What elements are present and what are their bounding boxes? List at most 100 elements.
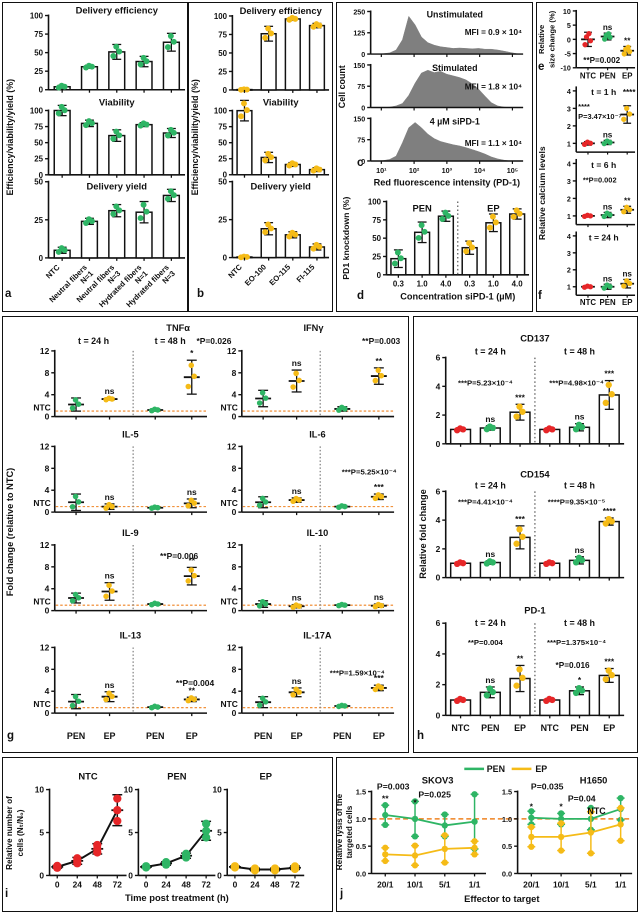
svg-text:Efficiency/viability/yield (%): Efficiency/viability/yield (%) — [5, 79, 15, 196]
activation-markers-chart: Relative fold change CD137 t = 24 h t = 48 … — [418, 333, 625, 733]
svg-text:targeted cells: targeted cells — [345, 805, 354, 858]
svg-text:10⁵: 10⁵ — [507, 166, 518, 175]
svg-text:EP: EP — [603, 723, 615, 733]
svg-text:***P=1.59×10⁻⁴: ***P=1.59×10⁻⁴ — [330, 668, 385, 677]
svg-text:Effector to target: Effector to target — [464, 894, 539, 904]
svg-text:*: * — [413, 797, 417, 807]
svg-text:MFI = 0.9 × 10⁴: MFI = 0.9 × 10⁴ — [465, 28, 522, 37]
svg-text:NTC: NTC — [220, 699, 237, 709]
svg-text:Delivery efficiency: Delivery efficiency — [240, 6, 323, 16]
svg-text:0: 0 — [39, 254, 44, 263]
svg-text:**P=0.004: **P=0.004 — [468, 638, 504, 647]
panel-j: PEN EP Relative lysis of the targeted cells… — [336, 757, 638, 912]
svg-text:0: 0 — [232, 606, 237, 616]
svg-text:**: ** — [382, 793, 389, 803]
panel-h: Relative fold change CD137 t = 24 h t = 48 … — [413, 316, 638, 753]
svg-text:P=0.025: P=0.025 — [418, 789, 451, 799]
panel-letter-e: e — [538, 61, 545, 73]
svg-text:4: 4 — [436, 515, 441, 525]
svg-text:50: 50 — [218, 139, 227, 148]
svg-text:25: 25 — [372, 252, 381, 261]
svg-text:Relative number of: Relative number of — [5, 796, 14, 870]
svg-text:50: 50 — [34, 178, 43, 187]
svg-text:****: **** — [603, 506, 617, 516]
svg-text:*: * — [530, 801, 534, 811]
svg-text:*: * — [559, 801, 563, 811]
svg-text:***: *** — [515, 392, 526, 402]
svg-text:Concentration siPD-1 (µM): Concentration siPD-1 (µM) — [400, 292, 515, 302]
svg-text:3: 3 — [567, 178, 571, 186]
svg-text:P=0.035: P=0.035 — [531, 782, 564, 792]
svg-text:0.5: 0.5 — [502, 842, 512, 851]
svg-text:NTC: NTC — [33, 596, 50, 606]
svg-text:ns: ns — [603, 23, 613, 32]
panel-letter-i: i — [5, 888, 9, 900]
svg-text:24: 24 — [250, 879, 260, 889]
svg-text:EP: EP — [622, 298, 632, 307]
svg-text:4: 4 — [567, 88, 571, 96]
panel-letter-h: h — [417, 730, 425, 742]
svg-text:1.5: 1.5 — [356, 788, 366, 797]
svg-text:1.0: 1.0 — [417, 280, 429, 289]
svg-text:NTC: NTC — [78, 772, 97, 782]
svg-text:1.5: 1.5 — [502, 788, 512, 797]
svg-text:0: 0 — [232, 507, 237, 517]
svg-text:0: 0 — [361, 104, 365, 112]
svg-text:4: 4 — [436, 381, 441, 391]
svg-text:Red fluorescence intensity (PD: Red fluorescence intensity (PD-1) — [374, 178, 521, 188]
svg-text:48: 48 — [270, 879, 280, 889]
svg-text:EP: EP — [186, 731, 198, 741]
svg-text:100: 100 — [214, 12, 228, 21]
svg-text:72: 72 — [113, 879, 123, 889]
svg-text:FI-115: FI-115 — [295, 262, 317, 284]
svg-text:1: 1 — [567, 284, 571, 292]
svg-text:10²: 10² — [409, 166, 420, 175]
svg-text:10: 10 — [35, 785, 45, 795]
svg-text:10: 10 — [212, 785, 222, 795]
svg-text:CD137: CD137 — [520, 333, 549, 344]
svg-text:12: 12 — [227, 441, 237, 451]
svg-text:0: 0 — [45, 507, 50, 517]
svg-text:4: 4 — [232, 485, 237, 495]
panel-i: Relative number of cells (Nₜ/N₀) NTC 0 5 10 0 2… — [2, 757, 333, 912]
svg-text:0: 0 — [232, 708, 237, 718]
svg-text:NTC: NTC — [33, 498, 50, 508]
svg-text:NTC: NTC — [587, 806, 606, 816]
svg-text:NTC: NTC — [541, 723, 560, 733]
svg-text:0: 0 — [232, 412, 237, 422]
panel-a: Efficiency/viability/yield (%) Delivery e… — [2, 2, 188, 312]
svg-text:Relative fold change: Relative fold change — [418, 489, 428, 578]
svg-text:25: 25 — [218, 155, 227, 164]
svg-text:6: 6 — [436, 486, 441, 496]
svg-text:-10: -10 — [560, 65, 570, 73]
svg-text:PEN: PEN — [487, 764, 505, 774]
svg-text:***: *** — [515, 514, 526, 524]
svg-text:2: 2 — [436, 410, 441, 420]
svg-text:1/1: 1/1 — [615, 879, 627, 889]
svg-text:5: 5 — [39, 827, 44, 837]
svg-text:IL-5: IL-5 — [122, 429, 138, 439]
svg-text:4: 4 — [436, 649, 441, 659]
svg-text:4: 4 — [232, 686, 237, 696]
svg-text:Viability: Viability — [263, 98, 300, 108]
svg-text:*P=0.016: *P=0.016 — [556, 661, 590, 670]
panel-b: Efficiency/viability/yield (%) Delivery e… — [188, 2, 333, 312]
svg-text:**: ** — [376, 356, 383, 366]
svg-text:0: 0 — [39, 171, 44, 180]
svg-text:0.0: 0.0 — [356, 869, 366, 878]
svg-text:ns: ns — [105, 680, 115, 690]
svg-text:10: 10 — [124, 785, 134, 795]
svg-text:NTC: NTC — [220, 596, 237, 606]
svg-text:**: ** — [624, 196, 631, 205]
svg-text:**P=0.006: **P=0.006 — [160, 551, 199, 561]
svg-text:PEN: PEN — [481, 723, 499, 733]
svg-text:0: 0 — [55, 879, 60, 889]
svg-text:t = 48 h: t = 48 h — [155, 336, 186, 346]
svg-text:NTC: NTC — [33, 402, 50, 412]
svg-text:0: 0 — [361, 158, 365, 166]
svg-text:25: 25 — [34, 67, 43, 76]
svg-text:1: 1 — [567, 140, 571, 148]
svg-text:NTC: NTC — [580, 298, 596, 307]
svg-text:0: 0 — [361, 51, 365, 59]
cytokine-fold-change-chart: Fold change (relative to NTC) t = 24 h t =… — [5, 323, 401, 741]
